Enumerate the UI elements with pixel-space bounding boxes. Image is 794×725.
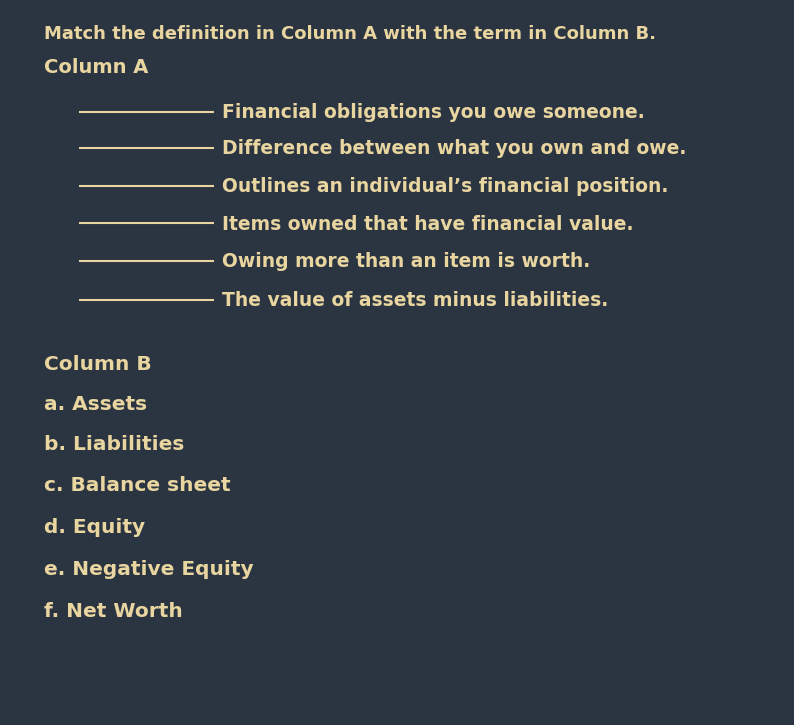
Text: e. Negative Equity: e. Negative Equity [44,560,253,579]
Text: b. Liabilities: b. Liabilities [44,435,184,454]
Text: Match the definition in Column A with the term in Column B.: Match the definition in Column A with th… [44,25,656,44]
Text: Column A: Column A [44,58,148,77]
Text: Outlines an individual’s financial position.: Outlines an individual’s financial posit… [222,177,669,196]
Text: a. Assets: a. Assets [44,395,147,414]
Text: The value of assets minus liabilities.: The value of assets minus liabilities. [222,291,608,310]
Text: Items owned that have financial value.: Items owned that have financial value. [222,215,634,233]
Text: f. Net Worth: f. Net Worth [44,602,183,621]
Text: Difference between what you own and owe.: Difference between what you own and owe. [222,139,687,158]
Text: Owing more than an item is worth.: Owing more than an item is worth. [222,252,591,271]
Text: Financial obligations you owe someone.: Financial obligations you owe someone. [222,103,645,122]
Text: c. Balance sheet: c. Balance sheet [44,476,230,495]
Text: d. Equity: d. Equity [44,518,145,536]
Text: Column B: Column B [44,355,152,374]
